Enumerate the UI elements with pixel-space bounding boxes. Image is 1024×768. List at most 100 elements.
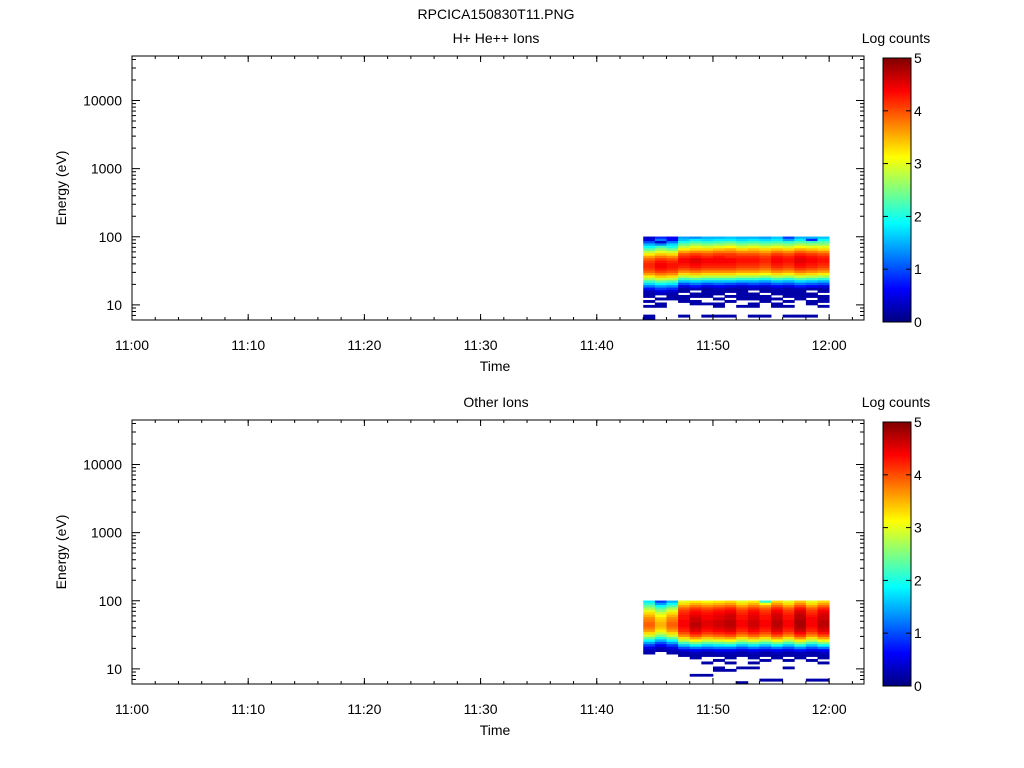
heatmap-cell — [678, 287, 691, 291]
heatmap-cell — [782, 270, 795, 274]
heatmap-cell — [724, 277, 737, 281]
heatmap-cell — [643, 294, 656, 298]
heatmap-cell — [701, 634, 714, 638]
heatmap-cell — [678, 241, 691, 244]
heatmap-cell — [747, 609, 760, 613]
heatmap-cell — [701, 290, 714, 293]
heatmap-cell — [805, 654, 818, 657]
heatmap-cell — [782, 287, 795, 291]
colorbar-tick-label: 5 — [914, 50, 922, 66]
heatmap-cell — [678, 631, 691, 635]
heatmap-cell — [689, 605, 702, 608]
heatmap-cell — [747, 634, 760, 638]
heatmap-cell — [759, 248, 772, 252]
heatmap-cell — [643, 290, 656, 293]
heatmap-cell — [771, 270, 784, 274]
heatmap-cell — [805, 605, 818, 608]
heatmap-cell — [782, 238, 795, 242]
heatmap-cell — [736, 619, 749, 623]
heatmap-cell — [736, 275, 749, 279]
heatmap-cell — [666, 282, 679, 286]
x-tick-label: 11:10 — [231, 337, 265, 353]
heatmap-cell — [689, 622, 702, 626]
heatmap-cell — [701, 265, 714, 269]
heatmap-cell — [759, 646, 772, 650]
heatmap-cell — [805, 245, 818, 249]
heatmap-cell — [805, 265, 818, 269]
heatmap-cell — [817, 294, 830, 298]
heatmap-cell — [689, 258, 702, 262]
heatmap-cell — [666, 250, 679, 254]
heatmap-cell — [712, 651, 725, 655]
heatmap-cell — [701, 600, 714, 604]
heatmap-cell — [794, 255, 807, 259]
heatmap-cell — [712, 600, 725, 604]
heatmap-cell — [759, 639, 772, 643]
heatmap-cell — [643, 624, 656, 628]
heatmap-cell — [701, 241, 714, 244]
heatmap-cell — [817, 263, 830, 266]
heatmap-cell — [666, 280, 679, 284]
heatmap-cell — [782, 644, 795, 648]
heatmap-cell — [689, 629, 702, 633]
heatmap-cell — [805, 248, 818, 252]
heatmap-cell — [817, 646, 830, 650]
heatmap-cell — [678, 285, 691, 288]
heatmap-cell — [678, 253, 691, 257]
heatmap-cell — [689, 285, 702, 288]
x-tick-label: 11:40 — [580, 701, 614, 717]
heatmap-cell — [805, 612, 818, 616]
heatmap-cell — [794, 602, 807, 606]
heatmap-cell — [736, 250, 749, 254]
heatmap-cell — [771, 609, 784, 613]
heatmap-cell — [724, 649, 737, 652]
heatmap-cell — [805, 275, 818, 279]
heatmap-cell — [712, 282, 725, 286]
heatmap-cell — [724, 263, 737, 266]
heatmap-cell — [701, 627, 714, 630]
y-axis: 10 100 1000 10000 — [83, 422, 864, 685]
plot-frame — [131, 419, 865, 685]
heatmap-cell — [701, 605, 714, 608]
heatmap-cell — [805, 629, 818, 633]
heatmap-cell — [678, 609, 691, 613]
heatmap-cell — [771, 605, 784, 608]
heatmap-cell — [805, 250, 818, 254]
heatmap-cell — [782, 639, 795, 643]
heatmap-cell — [782, 636, 795, 640]
heatmap-cell — [794, 605, 807, 608]
heatmap-cell — [712, 285, 725, 288]
heatmap-cell — [805, 272, 818, 276]
heatmap-cell — [724, 668, 737, 672]
heatmap-cell — [724, 651, 737, 655]
heatmap-cell — [689, 646, 702, 650]
heatmap-cell — [736, 612, 749, 616]
heatmap-cell — [712, 634, 725, 638]
heatmap-cell — [782, 654, 795, 657]
panel-other-ions: Other Ions 11:00 11:10 11:20 11:30 11:40 11:5… — [53, 394, 930, 738]
heatmap-cell — [689, 241, 702, 244]
heatmap-cell — [666, 253, 679, 257]
heatmap-cell — [724, 265, 737, 269]
heatmap-cell — [689, 609, 702, 613]
heatmap-cell — [736, 627, 749, 630]
heatmap-cell — [771, 302, 784, 306]
heatmap-cell — [643, 602, 656, 606]
heatmap-cell — [724, 260, 737, 264]
heatmap-cell — [794, 646, 807, 650]
heatmap-cell — [724, 612, 737, 616]
heatmap-cell — [701, 285, 714, 288]
heatmap-cell — [736, 270, 749, 274]
heatmap-cell — [782, 600, 795, 604]
heatmap-cell — [771, 277, 784, 281]
heatmap-cell — [689, 236, 702, 240]
heatmap-cell — [794, 600, 807, 604]
heatmap-cell — [724, 241, 737, 244]
heatmap-cell — [724, 605, 737, 608]
heatmap-cell — [643, 646, 656, 650]
x-tick-label: 11:20 — [347, 701, 381, 717]
heatmap-cell — [643, 639, 656, 643]
heatmap-cell — [712, 245, 725, 249]
heatmap-cell — [759, 241, 772, 244]
heatmap-cell — [724, 275, 737, 279]
